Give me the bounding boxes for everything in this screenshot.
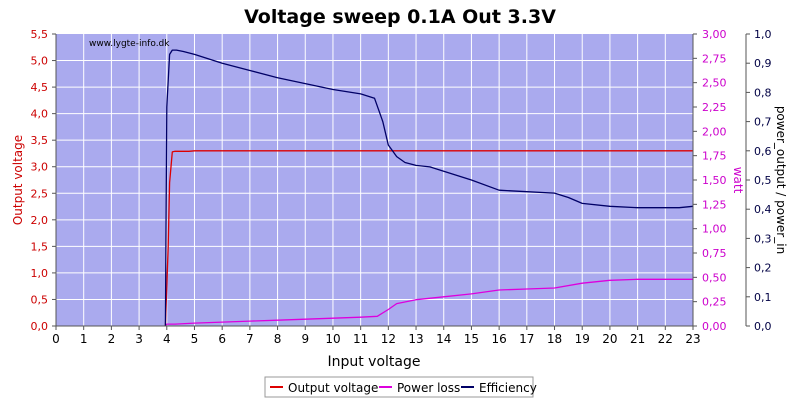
right1-axis-ticks: 0,00 0,25 0,50 0,75 1,00 1,25 1,50 1,75 2,00 2,25…: [693, 28, 727, 333]
right1-tick-label: 3,00: [702, 28, 727, 41]
right1-tick-label: 0,00: [702, 320, 727, 333]
right2-tick-label: 0,3: [754, 232, 772, 245]
x-tick-label: 16: [491, 332, 506, 346]
x-tick-label: 11: [353, 332, 368, 346]
x-tick-label: 13: [408, 332, 423, 346]
x-tick-label: 6: [218, 332, 226, 346]
left-tick-label: 2,5: [31, 187, 49, 200]
right2-tick-label: 0,5: [754, 174, 772, 187]
right2-axis-label: power_output / power_in: [774, 106, 788, 254]
grid-lines: [56, 34, 693, 326]
right1-tick-label: 1,50: [702, 174, 727, 187]
x-tick-label: 20: [602, 332, 617, 346]
right2-tick-label: 0,9: [754, 57, 772, 70]
x-tick-label: 23: [685, 332, 700, 346]
left-axis-label: Output voltage: [11, 135, 25, 225]
x-tick-label: 0: [52, 332, 60, 346]
x-tick-label: 12: [381, 332, 396, 346]
right2-tick-label: 0,0: [754, 320, 772, 333]
right1-axis-label: watt: [731, 167, 745, 194]
left-tick-label: 1,5: [31, 240, 49, 253]
right1-tick-label: 1,00: [702, 223, 727, 236]
left-tick-label: 2,0: [31, 214, 49, 227]
x-axis-ticks: 0 1 2 3 4 5 6 7 8 9 10 11 12 13 14 15 16 17 18 19 20 21 22 23: [52, 326, 701, 346]
legend-label-efficiency: Efficiency: [479, 381, 537, 395]
right1-tick-label: 1,25: [702, 198, 727, 211]
left-tick-label: 5,0: [31, 55, 49, 68]
legend-label-power-loss: Power loss: [397, 381, 460, 395]
right2-tick-label: 0,7: [754, 116, 772, 129]
x-tick-label: 4: [163, 332, 171, 346]
left-tick-label: 3,5: [31, 134, 49, 147]
chart-title: Voltage sweep 0.1A Out 3.3V: [244, 6, 556, 28]
x-tick-label: 1: [80, 332, 88, 346]
x-tick-label: 19: [575, 332, 590, 346]
series-line-output-voltage: [164, 150, 693, 327]
right2-tick-label: 0,6: [754, 145, 772, 158]
right2-tick-label: 0,2: [754, 262, 772, 275]
left-tick-label: 5,5: [31, 28, 49, 41]
x-tick-label: 15: [464, 332, 479, 346]
right1-tick-label: 2,50: [702, 77, 727, 90]
left-tick-label: 0,5: [31, 293, 49, 306]
watermark: www.lygte-info.dk: [89, 39, 170, 49]
right2-axis-ticks: 0,0 0,1 0,2 0,3 0,4 0,5 0,6 0,7 0,8 0,9 1,0: [746, 28, 772, 333]
left-tick-label: 4,0: [31, 108, 49, 121]
x-tick-label: 22: [658, 332, 673, 346]
right2-tick-label: 1,0: [754, 28, 772, 41]
left-axis-ticks: 0,0 0,5 1,0 1,5 2,0 2,5 3,0 3,5 4,0 4,5 5,0 5,5: [31, 28, 56, 333]
legend-label-output-voltage: Output voltage: [288, 381, 378, 395]
right1-tick-label: 0,25: [702, 296, 727, 309]
x-tick-label: 10: [325, 332, 340, 346]
plot-area: [56, 34, 693, 326]
series-line-efficiency: [164, 49, 694, 327]
series-line-power-loss: [164, 278, 693, 327]
x-tick-label: 18: [547, 332, 562, 346]
series-layer: [164, 49, 694, 327]
x-tick-label: 5: [191, 332, 199, 346]
right1-tick-label: 0,75: [702, 247, 727, 260]
left-tick-label: 4,5: [31, 81, 49, 94]
x-tick-label: 9: [301, 332, 309, 346]
right2-tick-label: 0,4: [754, 203, 772, 216]
right1-tick-label: 0,50: [702, 271, 727, 284]
right1-tick-label: 2,75: [702, 52, 727, 65]
x-tick-label: 8: [274, 332, 282, 346]
x-tick-label: 2: [108, 332, 116, 346]
legend-box: [264, 376, 534, 398]
left-tick-label: 0,0: [31, 320, 49, 333]
x-tick-label: 7: [246, 332, 254, 346]
right2-tick-label: 0,1: [754, 291, 772, 304]
x-tick-label: 14: [436, 332, 451, 346]
x-tick-label: 3: [135, 332, 143, 346]
x-axis-label: Input voltage: [327, 354, 420, 370]
x-tick-label: 21: [630, 332, 645, 346]
x-tick-label: 17: [519, 332, 534, 346]
right1-tick-label: 2,00: [702, 125, 727, 138]
right1-tick-label: 1,75: [702, 150, 727, 163]
legend: Output voltage Power loss Efficiency: [264, 376, 537, 398]
right2-tick-label: 0,8: [754, 86, 772, 99]
left-tick-label: 1,0: [31, 267, 49, 280]
right1-tick-label: 2,25: [702, 101, 727, 114]
left-tick-label: 3,0: [31, 161, 49, 174]
